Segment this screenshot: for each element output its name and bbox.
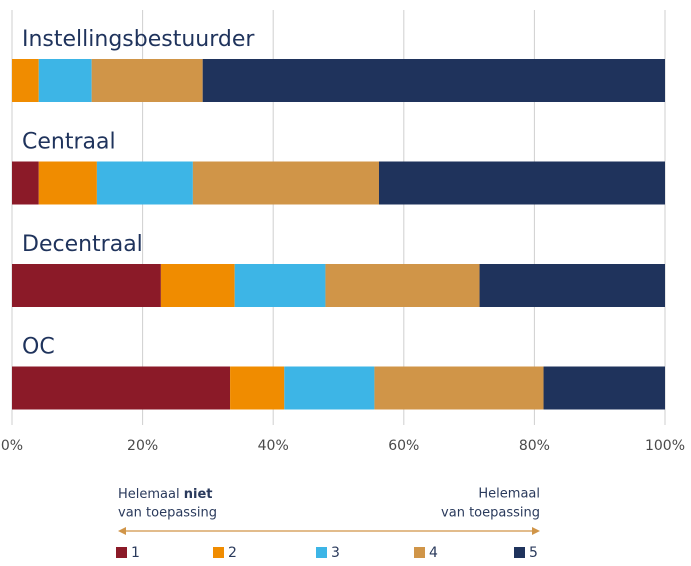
category-label: Centraal xyxy=(22,130,116,155)
legend-label: 2 xyxy=(228,545,237,561)
x-tick-label: 40% xyxy=(258,438,289,454)
x-tick-label: 100% xyxy=(645,438,685,454)
x-tick-label: 80% xyxy=(519,438,550,454)
scale-note: Helemaal niet van toepassing Helemaal va… xyxy=(118,487,540,535)
category-label: Instellingsbestuurder xyxy=(22,27,255,52)
bar-segment xyxy=(202,59,665,102)
legend-swatch xyxy=(414,547,425,558)
bar-segment xyxy=(96,161,193,205)
bar-segment xyxy=(12,264,161,307)
bar-segment xyxy=(12,161,39,205)
note-right-line2: van toepassing xyxy=(441,506,540,521)
note-right: Helemaal xyxy=(478,487,540,502)
legend-swatch xyxy=(213,547,224,558)
bar-segment xyxy=(38,161,97,205)
note-left-word: Helemaal xyxy=(118,487,180,502)
x-tick-label: 20% xyxy=(127,438,158,454)
bar-segment xyxy=(374,366,544,410)
bar-segment xyxy=(91,59,203,102)
note-left-bold: niet xyxy=(184,487,213,502)
legend-swatch xyxy=(116,547,127,558)
legend-swatch xyxy=(514,547,525,558)
category-label: OC xyxy=(22,335,55,360)
note-left-line2: van toepassing xyxy=(118,506,217,521)
note-left: Helemaal niet xyxy=(118,487,212,502)
bar-segment xyxy=(325,264,480,307)
bar-segment xyxy=(160,264,235,307)
bar-segment xyxy=(543,366,665,410)
bar-segment xyxy=(230,366,285,410)
bar-segment xyxy=(12,59,39,102)
bar-segment xyxy=(284,366,375,410)
bar-segment xyxy=(192,161,379,205)
bar-segment xyxy=(479,264,665,307)
category-label: Decentraal xyxy=(22,232,143,257)
legend-label: 4 xyxy=(429,545,438,561)
legend-label: 3 xyxy=(331,545,340,561)
bar-segment xyxy=(234,264,326,307)
bar-segment xyxy=(38,59,92,102)
legend-label: 5 xyxy=(529,545,538,561)
legend-swatch xyxy=(316,547,327,558)
x-tick-label: 0% xyxy=(1,438,23,454)
x-tick-label: 60% xyxy=(388,438,419,454)
bar-segment xyxy=(12,366,231,410)
legend-label: 1 xyxy=(131,545,140,561)
bar-segment xyxy=(378,161,665,205)
